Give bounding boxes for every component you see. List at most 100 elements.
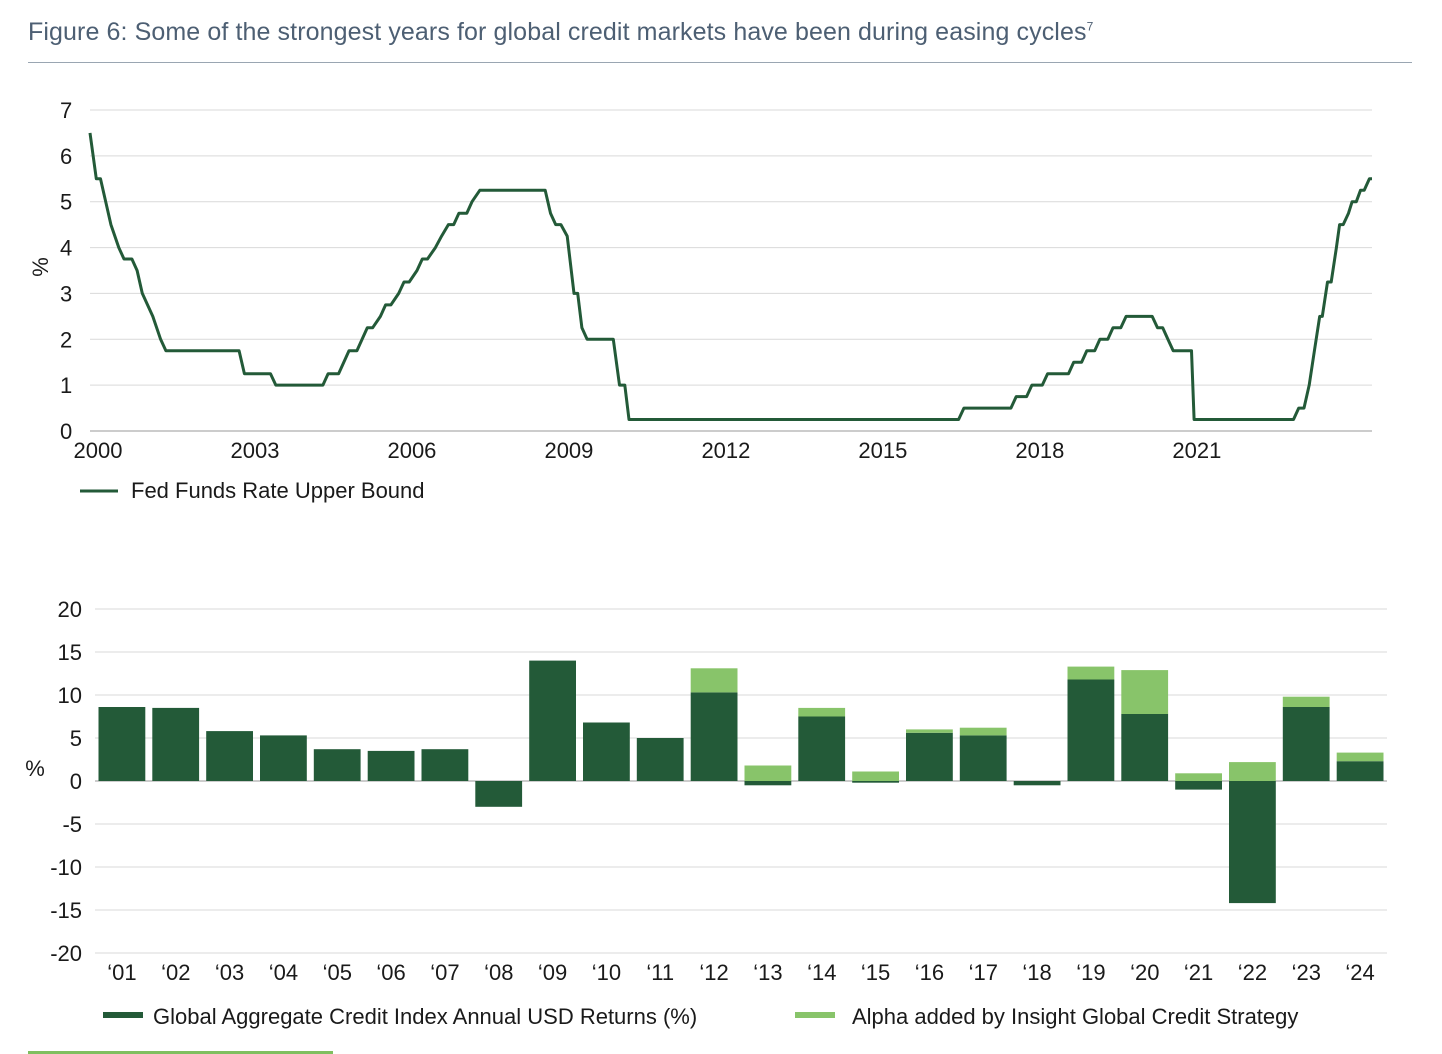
bar-credit-return [1175,781,1222,790]
bar-credit-return [475,781,523,807]
x-tick-label: ‘07 [430,960,459,985]
bar-credit-return [1121,713,1169,781]
y-tick-label: 6 [60,144,72,169]
x-tick-label: ‘04 [269,960,298,985]
bar-credit-return [906,732,953,781]
bar-credit-return [152,707,200,781]
bar-credit-return [852,781,899,783]
fed-funds-line [88,132,1372,421]
x-tick-label: ‘13 [753,960,782,985]
x-tick-label: ‘10 [592,960,621,985]
x-tick-label: ‘21 [1184,960,1213,985]
bar-alpha [1336,752,1384,762]
bar-credit-return [313,749,361,781]
y-tick-label: 5 [60,190,72,215]
y-tick-label: -20 [50,941,82,966]
x-tick-label: ‘18 [1022,960,1051,985]
x-tick-label: ‘06 [376,960,405,985]
y-tick-label: 0 [60,419,72,444]
bar-alpha [1229,762,1276,781]
title-rule [28,62,1412,63]
bar-credit-return [98,707,146,781]
x-tick-label: ‘19 [1076,960,1105,985]
y-tick-label: 2 [60,327,72,352]
x-tick-label: ‘05 [323,960,352,985]
x-tick-label: 2003 [231,438,280,463]
fed-funds-chart: 0 1 2 3 4 5 6 7% 2000 2003 2006 2009 2012 2015 2018 202… [28,98,1372,503]
footnote-mark: 7 [1086,19,1094,34]
bar-alpha [744,765,792,781]
y-tick-label: 1 [60,373,72,398]
y-axis-label: % [28,257,53,277]
bar-credit-return [529,660,576,781]
bar-credit-return [744,781,792,786]
x-tick-label: ‘23 [1292,960,1321,985]
x-tick-label: ‘02 [161,960,190,985]
legend-label-fed-funds: Fed Funds Rate Upper Bound [131,478,425,503]
x-tick-label: ‘08 [484,960,513,985]
bar-credit-return [260,735,307,781]
x-tick-label: ‘12 [699,960,728,985]
x-tick-label: ‘11 [646,960,674,985]
bar-credit-return [583,722,630,781]
y-tick-label: 15 [58,640,82,665]
bar-alpha [1282,696,1330,707]
y-tick-label: 5 [70,726,82,751]
bottom-accent-rule [28,1051,333,1054]
x-tick-label: 2021 [1172,438,1221,463]
legend-label-credit-index: Global Aggregate Credit Index Annual USD… [153,1004,697,1029]
y-tick-label: 7 [60,98,72,123]
x-tick-label: ‘17 [969,960,998,985]
legend-swatch-credit-index [103,1012,143,1018]
x-tick-label: ‘16 [915,960,944,985]
y-tick-label: 4 [60,236,72,261]
bar-credit-return [1336,761,1384,781]
bar-credit-return [421,749,469,781]
x-tick-label: 2018 [1015,438,1064,463]
bar-credit-return [1013,781,1061,786]
legend-label-alpha: Alpha added by Insight Global Credit Str… [852,1004,1298,1029]
bar-alpha [690,668,738,693]
x-tick-label: 2009 [544,438,593,463]
x-tick-label: 2000 [74,438,123,463]
y-axis-label: % [25,756,45,781]
bar-credit-return [206,731,253,781]
y-tick-label: -15 [50,898,82,923]
x-tick-label: ‘14 [807,960,836,985]
bar-alpha [1121,670,1169,714]
bar-alpha [798,707,846,717]
bar-credit-return [636,738,684,781]
x-tick-label: ‘09 [538,960,567,985]
bar-alpha [1175,773,1222,781]
y-tick-label: 20 [58,597,82,622]
bar-credit-return [798,716,846,781]
x-tick-label: 2015 [858,438,907,463]
x-tick-label: ‘03 [215,960,244,985]
x-tick-label: ‘22 [1238,960,1267,985]
y-tick-label: 10 [58,683,82,708]
y-tick-label: 0 [70,769,82,794]
bar-credit-return [1067,679,1115,781]
y-tick-label: -10 [50,855,82,880]
bar-credit-return [959,735,1007,781]
bar-alpha [959,727,1007,736]
credit-returns-chart: 20 15 10 5 0 -5 -10 -15 -20% ‘01 ‘02 ‘03 ‘04 ‘05 ‘06 ‘0… [25,597,1387,1029]
bar-alpha [852,771,899,781]
x-tick-label: ‘15 [861,960,890,985]
bar-alpha [1067,666,1115,680]
x-tick-label: ‘20 [1130,960,1159,985]
legend-swatch-alpha [795,1012,835,1018]
bar-credit-return [690,692,738,781]
bar-alpha [906,729,953,733]
bar-credit-return [367,750,415,781]
y-tick-label: 3 [60,281,72,306]
x-tick-label: 2012 [701,438,750,463]
figure-title: Figure 6: Some of the strongest years fo… [28,18,1094,46]
y-tick-label: -5 [62,812,82,837]
bar-credit-return [1282,707,1330,781]
x-tick-label: 2006 [387,438,436,463]
bar-credit-return [1229,781,1276,904]
x-tick-label: ‘24 [1345,960,1374,985]
x-tick-label: ‘01 [107,960,136,985]
